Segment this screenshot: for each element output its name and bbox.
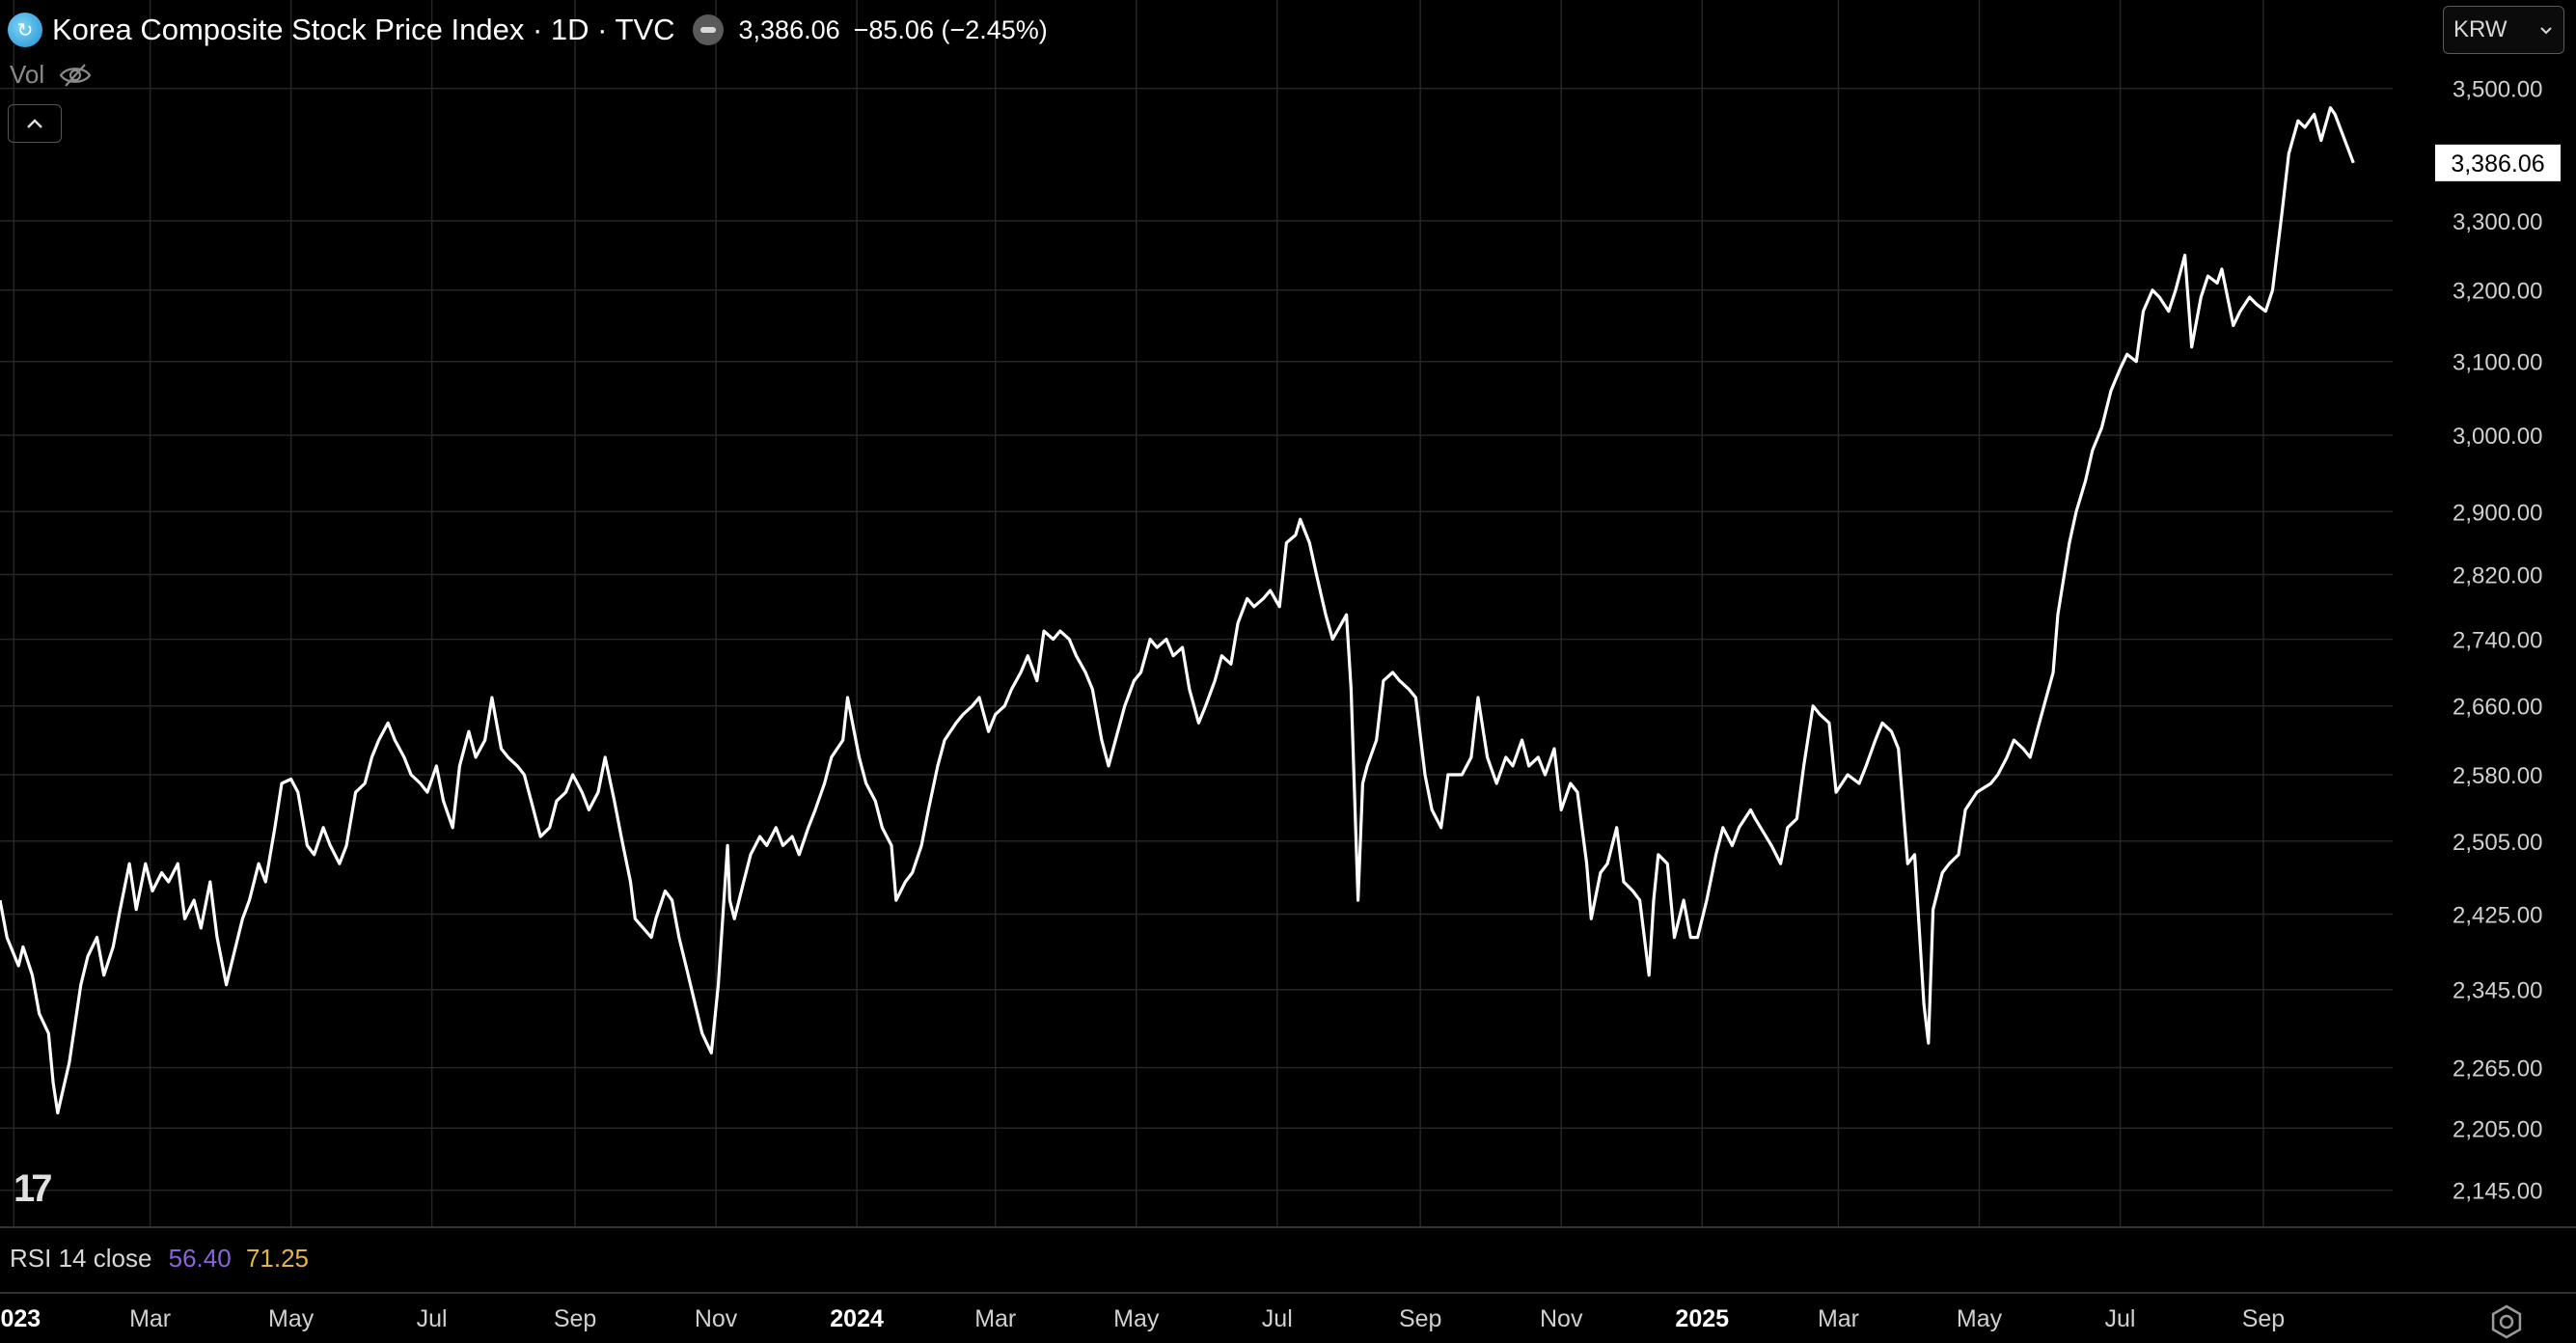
y-tick-label: 2,205.00 <box>2453 1116 2542 1142</box>
rsi-value: 56.40 <box>168 1244 232 1273</box>
x-tick-label: May <box>1113 1305 1160 1332</box>
x-tick-label: Jul <box>417 1305 448 1332</box>
x-tick-label: Mar <box>974 1305 1016 1332</box>
last-price-tag-label: 3,386.06 <box>2451 151 2544 178</box>
rsi-indicator-legend[interactable]: RSI 14 close 56.40 71.25 <box>10 1244 309 1274</box>
symbol-title[interactable]: Korea Composite Stock Price Index · 1D ·… <box>52 13 675 46</box>
tradingview-logo[interactable]: 17 <box>14 1167 52 1210</box>
y-tick-label: 3,300.00 <box>2453 209 2542 235</box>
rsi-label: RSI 14 close <box>10 1244 152 1273</box>
currency-select[interactable]: KRW <box>2443 6 2564 54</box>
volume-legend[interactable]: Vol <box>10 60 93 90</box>
x-tick-label: Nov <box>1540 1305 1583 1332</box>
y-tick-label: 3,200.00 <box>2453 279 2542 305</box>
x-tick-label: Nov <box>695 1305 738 1332</box>
x-tick-label: May <box>1957 1305 2003 1332</box>
x-tick-label: 2024 <box>830 1305 884 1332</box>
y-tick-label: 2,345.00 <box>2453 978 2542 1004</box>
x-tick-label: May <box>268 1305 315 1332</box>
y-tick-label: 2,505.00 <box>2453 830 2542 856</box>
x-tick-label: 2025 <box>1675 1305 1729 1332</box>
rsi-ma-value: 71.25 <box>245 1244 310 1273</box>
y-tick-label: 2,900.00 <box>2453 500 2542 526</box>
volume-label: Vol <box>10 60 45 89</box>
x-tick-label: 2023 <box>0 1305 41 1332</box>
price-series-line[interactable] <box>0 106 2355 1115</box>
y-tick-label: 2,660.00 <box>2453 695 2542 721</box>
chevron-down-icon <box>2540 27 2552 35</box>
x-tick-label: Sep <box>2242 1305 2285 1332</box>
y-tick-label: 2,425.00 <box>2453 902 2542 928</box>
collapse-legend-button[interactable] <box>8 104 62 143</box>
y-tick-label: 2,145.00 <box>2453 1179 2542 1205</box>
x-tick-label: Sep <box>554 1305 596 1332</box>
settings-gear-icon[interactable] <box>2487 1302 2526 1341</box>
y-tick-label: 2,820.00 <box>2453 562 2542 589</box>
chart-header: ↻ Korea Composite Stock Price Index · 1D… <box>8 10 1061 50</box>
last-price-tag <box>2435 144 2561 181</box>
y-tick-label: 2,740.00 <box>2453 628 2542 654</box>
x-tick-label: Jul <box>2105 1305 2136 1332</box>
y-tick-label: 3,000.00 <box>2453 424 2542 450</box>
y-tick-label: 3,100.00 <box>2453 350 2542 376</box>
chevron-up-icon <box>27 119 42 128</box>
y-tick-label: 2,580.00 <box>2453 763 2542 789</box>
x-tick-label: Mar <box>129 1305 171 1332</box>
y-tick-label: 3,500.00 <box>2453 77 2542 103</box>
price-change: −85.06 (−2.45%) <box>853 14 1048 44</box>
last-price: 3,386.06 <box>738 14 840 44</box>
market-status-icon[interactable] <box>692 14 724 45</box>
eye-off-icon[interactable] <box>58 62 93 89</box>
x-tick-label: Jul <box>1262 1305 1293 1332</box>
x-tick-label: Sep <box>1399 1305 1441 1332</box>
symbol-logo-icon: ↻ <box>8 13 42 47</box>
y-tick-label: 2,265.00 <box>2453 1056 2542 1083</box>
currency-value: KRW <box>2453 16 2507 42</box>
x-tick-label: Mar <box>1818 1305 1859 1332</box>
